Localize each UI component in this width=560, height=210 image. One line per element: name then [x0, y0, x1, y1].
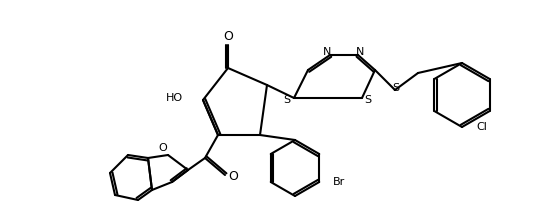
Text: O: O [158, 143, 167, 153]
Text: N: N [323, 47, 331, 57]
Text: S: S [393, 83, 400, 93]
Text: HO: HO [166, 93, 183, 103]
Text: S: S [283, 95, 291, 105]
Text: Cl: Cl [476, 122, 487, 132]
Text: O: O [223, 29, 233, 42]
Text: Br: Br [333, 177, 346, 187]
Text: O: O [228, 171, 238, 184]
Text: S: S [365, 95, 372, 105]
Text: N: N [356, 47, 364, 57]
